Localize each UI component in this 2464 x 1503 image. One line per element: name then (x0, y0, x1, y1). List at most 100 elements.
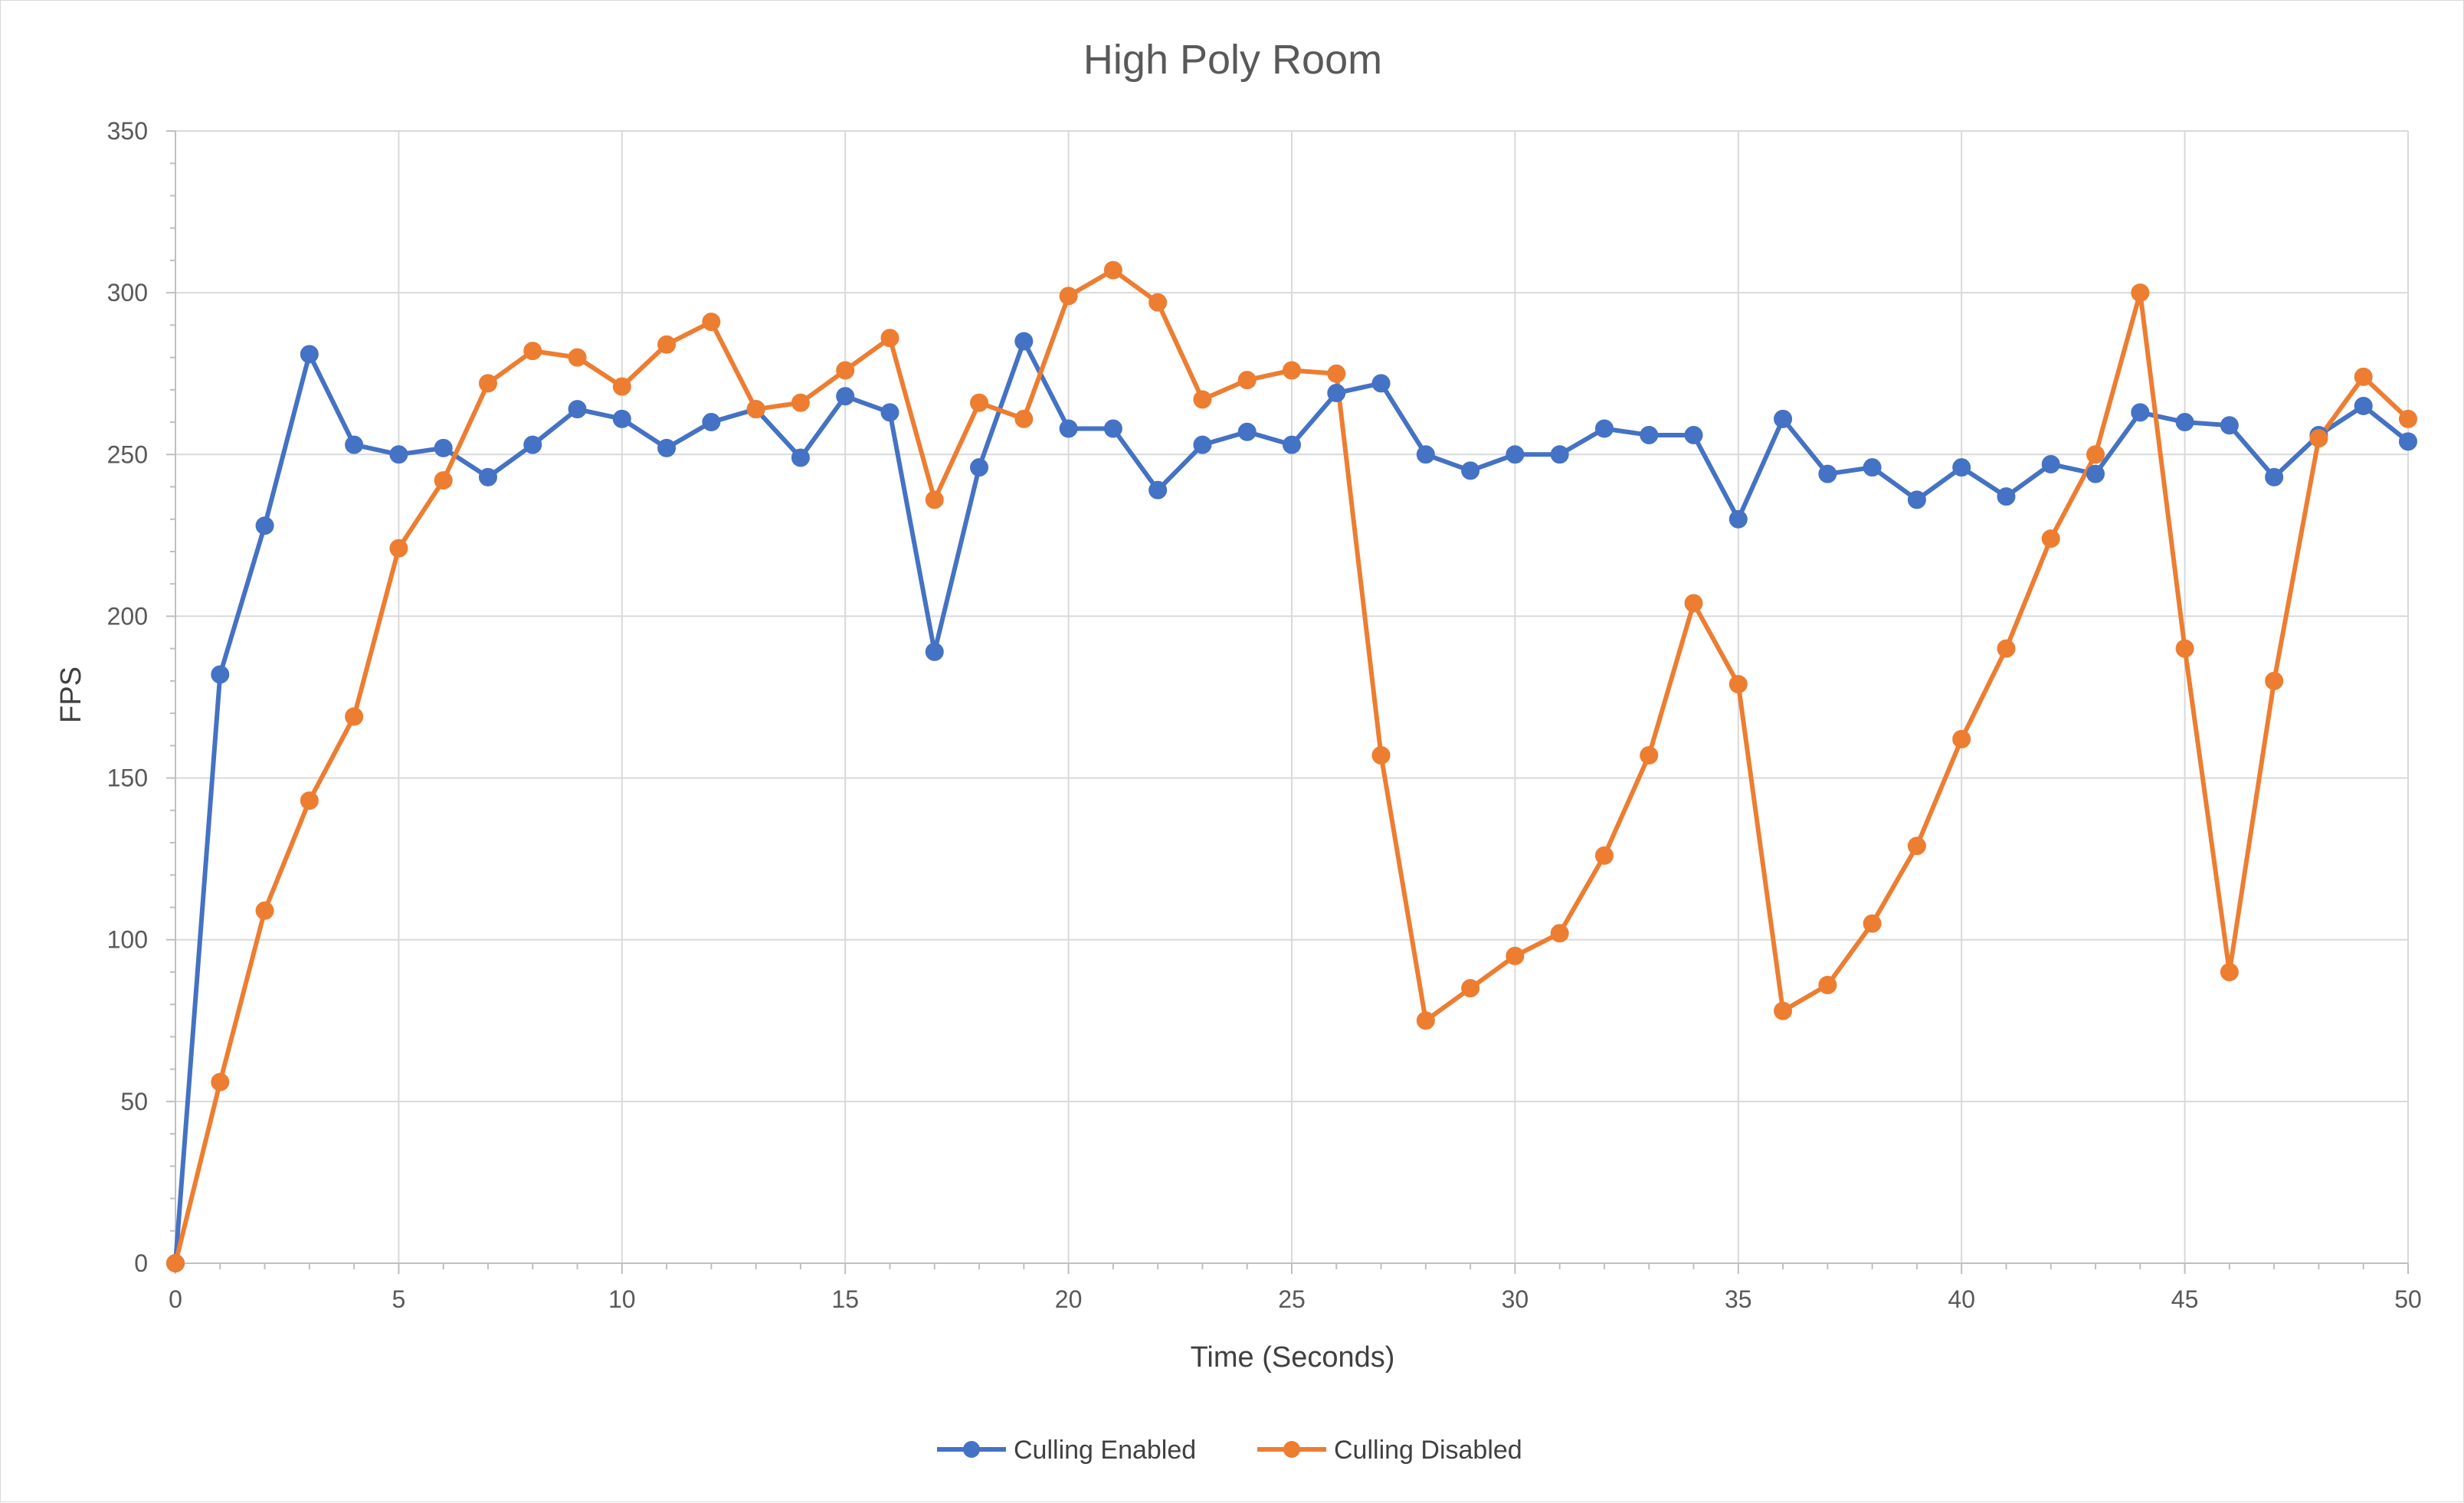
x-tick-label: 50 (2394, 1285, 2422, 1313)
data-point-culling-enabled (880, 403, 899, 422)
legend-item-culling-disabled[interactable]: Culling Disabled (1257, 1436, 1522, 1465)
data-point-culling-disabled (1014, 409, 1034, 428)
data-point-culling-enabled (345, 435, 364, 454)
legend-item-culling-enabled[interactable]: Culling Enabled (937, 1436, 1196, 1465)
data-point-culling-enabled (836, 387, 855, 406)
data-point-culling-disabled (1997, 639, 2016, 658)
data-point-culling-disabled (523, 342, 542, 361)
data-point-culling-enabled (1728, 509, 1748, 529)
data-point-culling-disabled (2309, 429, 2328, 448)
data-point-culling-enabled (2131, 403, 2150, 422)
data-point-culling-enabled (2175, 413, 2194, 432)
data-point-culling-enabled (1774, 409, 1793, 428)
data-point-culling-disabled (2265, 671, 2284, 690)
data-point-culling-enabled (1103, 419, 1122, 438)
data-point-culling-disabled (836, 361, 855, 380)
y-tick-label: 300 (107, 279, 148, 306)
data-point-culling-enabled (2041, 454, 2060, 473)
y-axis-title: FPS (55, 666, 87, 723)
data-point-culling-disabled (1594, 846, 1614, 865)
data-point-culling-disabled (300, 791, 319, 810)
y-tick-label: 350 (107, 117, 148, 145)
data-point-culling-enabled (1283, 435, 1301, 454)
data-point-culling-enabled (1506, 445, 1525, 464)
data-point-culling-disabled (1863, 914, 1882, 933)
data-point-culling-disabled (211, 1072, 230, 1092)
x-tick-label: 35 (1725, 1285, 1752, 1313)
data-point-culling-enabled (2354, 396, 2373, 415)
x-tick-label: 15 (831, 1285, 859, 1313)
data-point-culling-disabled (2399, 409, 2417, 428)
data-point-culling-enabled (2265, 467, 2284, 486)
x-tick-label: 40 (1948, 1285, 1975, 1313)
data-point-culling-disabled (478, 374, 497, 393)
data-point-culling-disabled (1327, 364, 1346, 383)
data-point-culling-disabled (345, 707, 364, 726)
data-point-culling-disabled (1952, 729, 1971, 748)
data-point-culling-disabled (657, 335, 677, 354)
data-point-culling-disabled (1461, 979, 1480, 998)
data-point-culling-enabled (389, 445, 408, 464)
data-point-culling-disabled (1774, 1001, 1793, 1020)
legend: Culling Enabled Culling Disabled (937, 1436, 1522, 1465)
data-point-culling-disabled (2354, 367, 2373, 386)
data-point-culling-disabled (970, 393, 989, 412)
data-point-culling-enabled (925, 642, 944, 661)
x-tick-label: 5 (392, 1285, 406, 1313)
data-point-culling-disabled (568, 348, 587, 367)
data-point-culling-enabled (2399, 432, 2417, 451)
data-point-culling-disabled (702, 313, 721, 332)
x-axis-title: Time (Seconds) (1191, 1341, 1395, 1374)
legend-label: Culling Disabled (1334, 1436, 1522, 1465)
x-tick-label: 10 (608, 1285, 636, 1313)
data-point-culling-disabled (925, 490, 944, 509)
data-point-culling-enabled (1371, 374, 1391, 393)
data-point-culling-enabled (657, 438, 677, 457)
data-point-culling-disabled (1907, 837, 1926, 856)
data-point-culling-disabled (1550, 924, 1569, 943)
data-point-culling-disabled (1193, 390, 1212, 409)
data-point-culling-disabled (389, 539, 408, 558)
data-point-culling-enabled (1863, 458, 1882, 477)
data-point-culling-disabled (2220, 962, 2239, 981)
data-point-culling-enabled (1594, 419, 1614, 438)
x-tick-label: 45 (2171, 1285, 2199, 1313)
data-point-culling-enabled (612, 409, 631, 428)
data-point-culling-disabled (1728, 675, 1748, 694)
data-point-culling-enabled (434, 438, 453, 457)
data-point-culling-enabled (791, 448, 810, 467)
data-point-culling-disabled (255, 901, 274, 920)
data-point-culling-disabled (1371, 746, 1391, 765)
x-tick-label: 20 (1055, 1285, 1083, 1313)
data-point-culling-enabled (1550, 445, 1569, 464)
data-point-culling-disabled (1640, 746, 1659, 765)
data-point-culling-enabled (1640, 425, 1659, 444)
y-tick-label: 50 (120, 1088, 148, 1115)
data-point-culling-disabled (434, 471, 453, 490)
data-point-culling-disabled (1506, 946, 1525, 965)
data-point-culling-disabled (1103, 260, 1122, 280)
data-point-culling-enabled (255, 516, 274, 535)
data-point-culling-enabled (568, 400, 587, 419)
y-tick-label: 250 (107, 440, 148, 468)
data-point-culling-disabled (746, 400, 765, 419)
y-tick-label: 0 (134, 1249, 148, 1277)
data-point-culling-enabled (478, 467, 497, 486)
data-point-culling-disabled (2131, 283, 2150, 303)
data-point-culling-enabled (1997, 487, 2016, 506)
x-tick-label: 25 (1278, 1285, 1306, 1313)
data-point-culling-enabled (1193, 435, 1212, 454)
y-tick-label: 150 (107, 765, 148, 792)
data-point-culling-enabled (211, 665, 230, 684)
chart-title: High Poly Room (1083, 37, 1382, 83)
data-point-culling-enabled (1461, 461, 1480, 480)
data-point-culling-enabled (1059, 419, 1078, 438)
data-point-culling-enabled (1952, 458, 1971, 477)
data-point-culling-enabled (1907, 490, 1926, 509)
data-point-culling-disabled (2041, 529, 2060, 548)
data-point-culling-enabled (1148, 480, 1168, 499)
data-point-culling-enabled (300, 345, 319, 364)
data-point-culling-enabled (1416, 445, 1435, 464)
